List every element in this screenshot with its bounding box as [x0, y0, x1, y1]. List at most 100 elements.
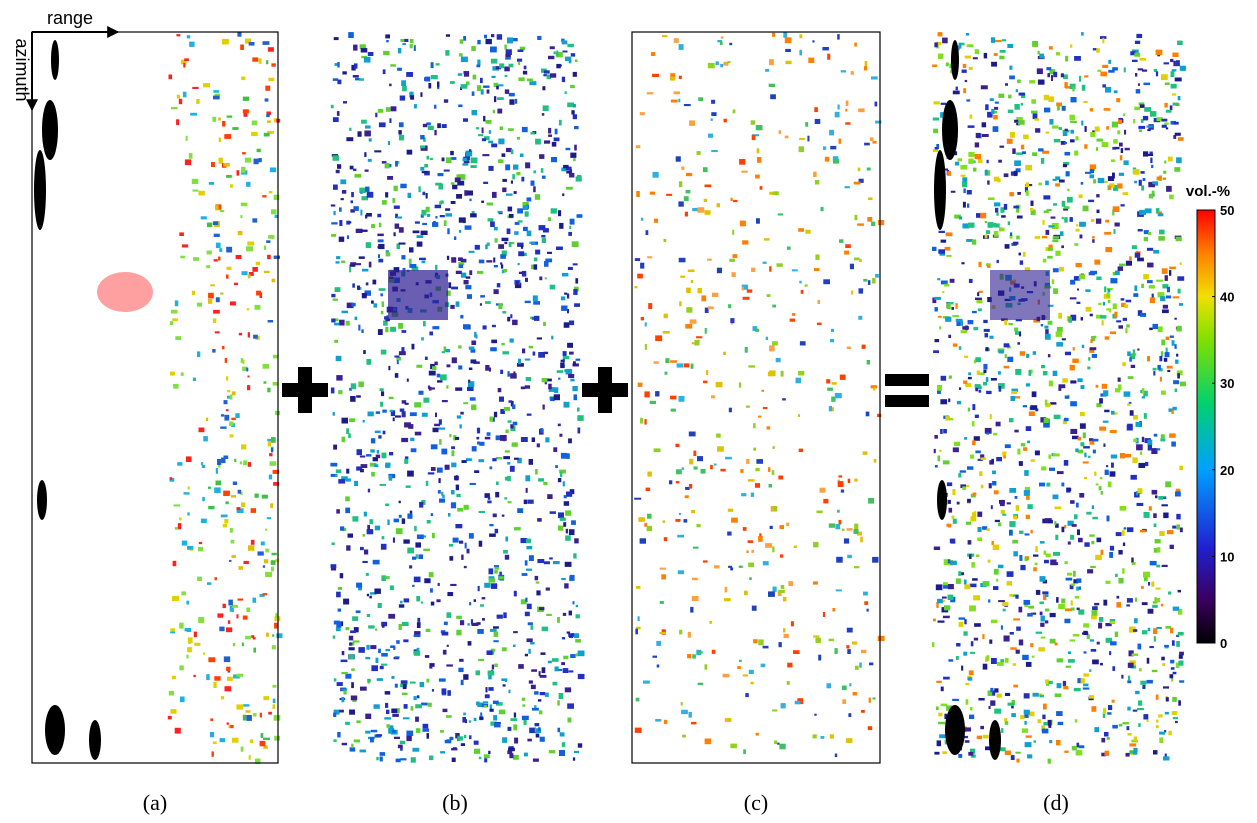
- speckle: [845, 244, 851, 248]
- speckle: [241, 167, 245, 173]
- speckle: [543, 105, 549, 111]
- speckle: [708, 134, 713, 138]
- speckle: [975, 142, 979, 147]
- speckle: [521, 437, 528, 442]
- speckle: [497, 615, 503, 619]
- speckle: [463, 402, 468, 404]
- speckle: [1043, 371, 1048, 375]
- speckle: [383, 69, 386, 74]
- speckle: [1126, 604, 1130, 606]
- speckle: [558, 512, 564, 518]
- speckle: [986, 347, 989, 351]
- speckle: [1048, 354, 1051, 357]
- speckle: [729, 43, 732, 45]
- speckle: [645, 344, 647, 350]
- speckle: [505, 555, 509, 560]
- speckle: [936, 681, 942, 683]
- speckle: [692, 654, 696, 658]
- speckle: [231, 418, 236, 420]
- speckle: [1010, 647, 1016, 650]
- speckle: [508, 420, 512, 423]
- speckle: [367, 594, 369, 597]
- speckle: [386, 724, 389, 728]
- speckle: [511, 149, 514, 154]
- speckle: [197, 577, 202, 581]
- speckle: [177, 95, 180, 99]
- speckle: [763, 407, 768, 409]
- speckle: [219, 248, 222, 252]
- speckle: [1156, 280, 1163, 282]
- speckle: [1127, 726, 1130, 730]
- speckle: [1102, 384, 1107, 389]
- speckle: [773, 191, 779, 195]
- speckle: [341, 697, 344, 702]
- speckle: [404, 459, 408, 464]
- speckle: [436, 63, 440, 65]
- speckle: [364, 131, 371, 137]
- speckle: [217, 459, 221, 465]
- speckle: [1031, 111, 1038, 114]
- speckle: [558, 526, 563, 531]
- speckle: [385, 649, 390, 651]
- speckle: [1132, 457, 1137, 463]
- speckle: [403, 639, 408, 642]
- speckle: [1029, 80, 1035, 83]
- speckle: [829, 406, 832, 411]
- speckle: [478, 659, 484, 661]
- speckle: [514, 527, 521, 530]
- speckle: [1077, 289, 1079, 291]
- speckle: [467, 387, 474, 391]
- speckle: [563, 351, 567, 356]
- speckle: [1024, 600, 1031, 605]
- speckle: [1115, 632, 1118, 638]
- speckle: [248, 545, 254, 551]
- speckle: [477, 40, 480, 44]
- speckle: [1102, 65, 1108, 68]
- speckle: [1091, 541, 1094, 545]
- speckle: [634, 498, 641, 500]
- speckle: [1033, 567, 1037, 571]
- speckle: [558, 378, 560, 380]
- speckle: [938, 621, 945, 623]
- speckle: [871, 76, 878, 79]
- speckle: [428, 472, 435, 474]
- speckle: [936, 707, 939, 711]
- speckle: [779, 744, 785, 750]
- speckle: [548, 661, 552, 664]
- speckle: [351, 696, 357, 701]
- speckle: [334, 323, 339, 326]
- speckle: [969, 554, 972, 559]
- speckle: [1172, 340, 1175, 346]
- speckle: [788, 581, 793, 586]
- speckle: [689, 120, 695, 126]
- speckle: [1103, 421, 1109, 423]
- speckle: [509, 753, 513, 758]
- speckle: [1175, 133, 1181, 136]
- speckle: [1154, 524, 1157, 528]
- speckle: [410, 412, 417, 416]
- speckle: [387, 176, 393, 180]
- speckle: [1019, 531, 1023, 534]
- speckle: [223, 604, 226, 608]
- speckle: [179, 99, 182, 104]
- speckle: [793, 650, 800, 654]
- speckle: [1071, 608, 1075, 611]
- speckle: [476, 437, 479, 440]
- speckle: [172, 318, 178, 321]
- speckle: [331, 234, 336, 237]
- speckle: [348, 32, 354, 38]
- speckle: [778, 213, 783, 215]
- speckle: [376, 658, 379, 663]
- speckle: [1022, 655, 1028, 660]
- speckle: [535, 576, 539, 580]
- speckle: [451, 257, 456, 263]
- speckle: [968, 408, 970, 412]
- speckle: [569, 321, 574, 326]
- speckle: [574, 126, 579, 129]
- speckle: [1164, 645, 1169, 648]
- speckle: [425, 77, 430, 82]
- speckle: [485, 301, 491, 304]
- speckle: [868, 726, 872, 730]
- speckle: [214, 234, 220, 237]
- speckle: [1149, 194, 1154, 199]
